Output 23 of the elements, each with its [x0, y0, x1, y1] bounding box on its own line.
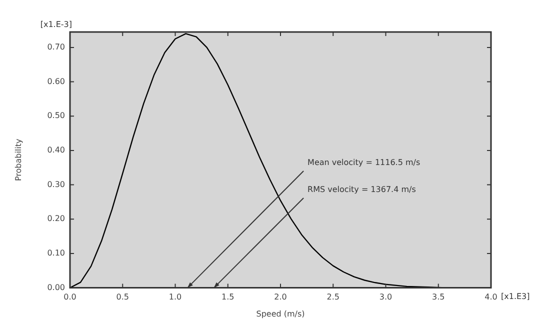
- text: [x1.E-3]: [40, 20, 72, 30]
- x-tick-label: 1.5: [222, 292, 234, 302]
- y-tick-label: 0.70: [47, 42, 65, 52]
- y-tick-label: 0.00: [47, 282, 65, 292]
- annotation: Mean velocity = 1116.5 m/s: [308, 158, 420, 168]
- y-tick-label: 0.40: [47, 146, 65, 155]
- y-tick-label: 0.20: [47, 214, 65, 224]
- annotation: RMS velocity = 1367.4 m/s: [308, 185, 416, 194]
- x-tick-label: 4.0: [484, 292, 498, 302]
- x-tick-label: 2.5: [326, 292, 340, 302]
- x-tick-label: 1.0: [168, 292, 182, 302]
- x-tick-label: 3.0: [379, 292, 392, 302]
- y-tick-label: 0.10: [47, 248, 65, 258]
- x-tick-label: 0.5: [116, 292, 129, 302]
- y-tick-label: 0.30: [47, 180, 65, 189]
- y-tick-label: 0.60: [47, 76, 65, 86]
- y-tick-label: 0.50: [47, 111, 65, 120]
- x-tick-label: 0.0: [64, 292, 76, 302]
- x-axis-title: Speed (m/s): [256, 309, 305, 318]
- y-axis-title: Probability: [14, 138, 23, 182]
- text: [x1.E3]: [501, 292, 530, 301]
- x-tick-label: 2.0: [274, 292, 287, 302]
- x-tick-label: 3.5: [432, 292, 445, 302]
